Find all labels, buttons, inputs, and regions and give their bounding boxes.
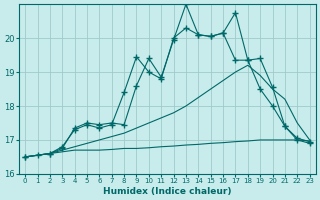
X-axis label: Humidex (Indice chaleur): Humidex (Indice chaleur) bbox=[103, 187, 232, 196]
